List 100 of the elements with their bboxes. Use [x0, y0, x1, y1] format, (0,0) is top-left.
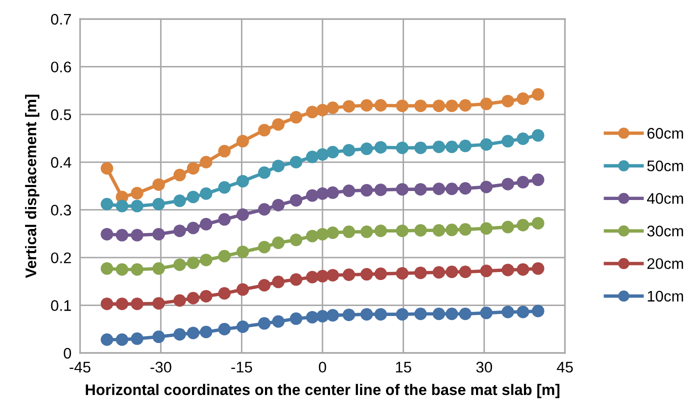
- point: [360, 99, 373, 112]
- point: [130, 200, 144, 212]
- legend-label: 50cm: [647, 160, 684, 172]
- point: [502, 220, 514, 234]
- point: [100, 262, 114, 275]
- point: [186, 162, 200, 175]
- point: [316, 228, 329, 240]
- x-tick-label: 30: [476, 362, 492, 373]
- point: [272, 118, 285, 131]
- point: [432, 266, 446, 279]
- point: [316, 187, 329, 200]
- point: [480, 306, 493, 320]
- point: [258, 166, 271, 179]
- point: [236, 208, 249, 221]
- point: [272, 160, 285, 172]
- legend-label: 20cm: [647, 258, 684, 270]
- point: [116, 200, 128, 212]
- point: [258, 278, 271, 292]
- point: [236, 246, 249, 258]
- point: [173, 194, 186, 208]
- point: [326, 226, 339, 240]
- y-tick-label: 0.7: [51, 14, 71, 25]
- point: [459, 140, 472, 152]
- point: [342, 184, 356, 198]
- point: [200, 254, 212, 266]
- x-tick-label: -45: [70, 362, 90, 373]
- y-axis-title: Vertical displacement [m]: [25, 94, 40, 278]
- point: [360, 268, 373, 281]
- point: [326, 268, 339, 282]
- point: [480, 138, 493, 151]
- point: [459, 182, 472, 195]
- point: [432, 100, 446, 112]
- point: [130, 186, 144, 200]
- point: [152, 228, 165, 240]
- point: [218, 250, 231, 262]
- point: [186, 326, 200, 340]
- point: [374, 308, 387, 321]
- point: [374, 224, 387, 238]
- point: [290, 312, 302, 325]
- point: [258, 240, 271, 254]
- point: [396, 142, 409, 154]
- point: [116, 228, 128, 242]
- point: [186, 256, 200, 270]
- point: [446, 140, 458, 154]
- point: [152, 262, 165, 275]
- point: [258, 203, 271, 216]
- point: [502, 134, 514, 148]
- point: [258, 317, 271, 330]
- point: [532, 129, 544, 142]
- point: [414, 266, 427, 280]
- point: [459, 99, 472, 112]
- x-tick-label: 45: [556, 362, 573, 373]
- point: [306, 106, 319, 118]
- point: [516, 306, 530, 318]
- point: [326, 309, 339, 322]
- point: [200, 326, 212, 338]
- point: [502, 178, 514, 190]
- point: [432, 224, 446, 237]
- point: [152, 297, 165, 310]
- point: [100, 162, 114, 175]
- point: [396, 267, 409, 280]
- point: [516, 132, 530, 146]
- y-tick-label: 0.1: [51, 300, 71, 311]
- point: [236, 174, 249, 188]
- point: [342, 226, 356, 238]
- point: [173, 224, 186, 238]
- point: [200, 187, 212, 200]
- point: [130, 263, 144, 276]
- legend-label: 40cm: [647, 193, 684, 204]
- legend-label: 10cm: [648, 290, 684, 302]
- point: [502, 264, 514, 276]
- y-tick-label: 0.4: [51, 157, 72, 168]
- point: [446, 182, 458, 196]
- point: [374, 184, 387, 196]
- point: [100, 198, 114, 210]
- point: [326, 186, 339, 199]
- point: [326, 146, 339, 158]
- legend-label: 30cm: [647, 226, 684, 236]
- point: [432, 140, 446, 154]
- point: [218, 287, 231, 300]
- legend-label: 60cm: [647, 128, 684, 139]
- point: [116, 263, 128, 276]
- point: [236, 283, 249, 296]
- point: [342, 100, 356, 113]
- point: [306, 230, 319, 242]
- point: [446, 266, 458, 278]
- point: [116, 333, 128, 346]
- point: [306, 150, 319, 164]
- point: [186, 292, 200, 304]
- x-tick-label: 15: [396, 362, 412, 373]
- point: [342, 268, 356, 281]
- point: [532, 174, 544, 186]
- point: [342, 144, 356, 156]
- point: [200, 290, 212, 302]
- point: [480, 98, 493, 110]
- point: [502, 306, 514, 318]
- y-tick-label: 0.5: [51, 109, 72, 120]
- point: [414, 183, 427, 196]
- point: [432, 308, 446, 320]
- point: [152, 178, 165, 191]
